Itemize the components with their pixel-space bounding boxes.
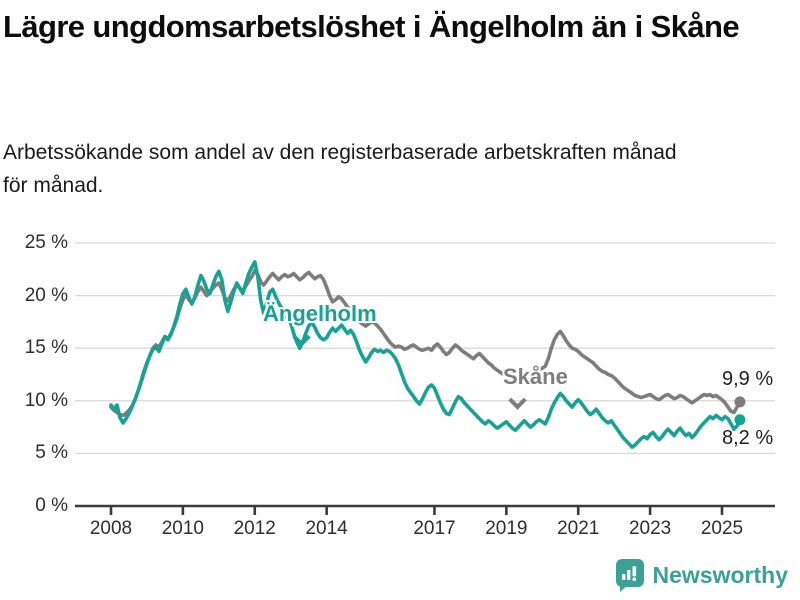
series-line-skne <box>109 268 742 418</box>
newsworthy-logo-icon <box>615 559 644 592</box>
series-line-ngelholm <box>109 260 742 449</box>
x-axis-label: 2010 <box>161 518 205 539</box>
y-axis-label: 20 % <box>24 284 68 306</box>
brand-name: Newsworthy <box>652 561 788 588</box>
y-axis-label: 25 % <box>24 232 68 253</box>
y-axis-label: 5 % <box>35 442 68 464</box>
series-label-skane-text: Skåne <box>503 364 568 389</box>
y-axis-label: 15 % <box>24 337 68 359</box>
page-title: Lägre ungdomsarbetslöshet i Ängelholm än… <box>3 9 740 44</box>
x-axis-label: 2008 <box>89 518 133 539</box>
series-label-angelholm: Ängelholm <box>263 301 377 347</box>
end-dot-skne <box>734 396 746 408</box>
x-axis-label: 2012 <box>233 518 276 539</box>
x-axis-label: 2021 <box>557 518 600 539</box>
series-label-skane: Skåne <box>503 364 568 410</box>
end-dot-ngelholm <box>734 414 746 426</box>
x-axis-label: 2019 <box>485 518 528 539</box>
y-axis-label: 0 % <box>35 495 68 516</box>
end-value-label-angelholm: 8,2 % <box>722 427 774 449</box>
x-axis-label: 2017 <box>413 518 456 539</box>
newsworthy-brand-link[interactable]: Newsworthy <box>614 558 788 592</box>
series-label-angelholm-text: Ängelholm <box>263 301 377 326</box>
x-axis-label: 2023 <box>628 518 672 539</box>
y-axis-label: 10 % <box>24 389 68 411</box>
chart-subtitle: Arbetssökande som andel av den registerb… <box>3 141 677 197</box>
x-axis-label: 2025 <box>700 518 744 539</box>
x-axis-label: 2014 <box>305 518 348 539</box>
end-value-label-skane: 9,9 % <box>722 368 774 390</box>
